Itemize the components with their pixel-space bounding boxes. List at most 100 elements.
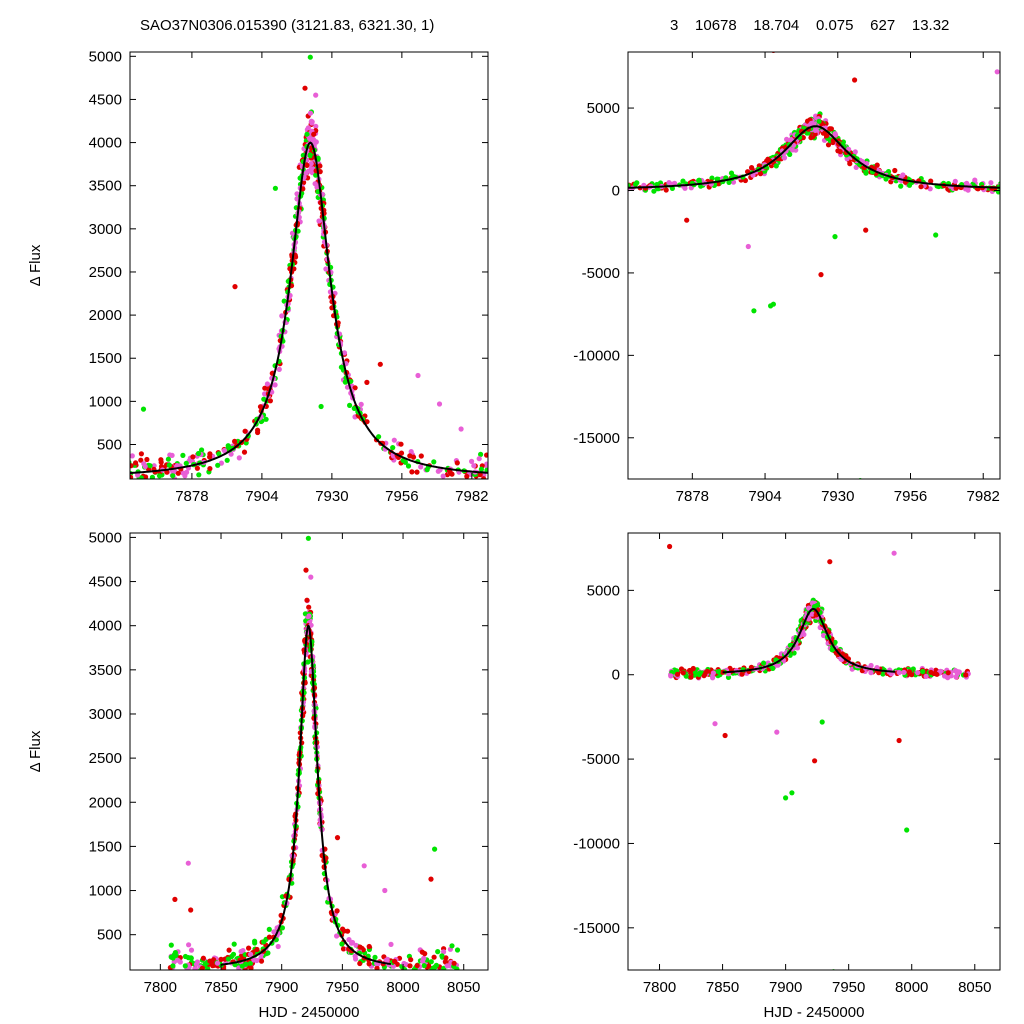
data-point (175, 470, 181, 476)
data-point (863, 170, 869, 176)
x-tick-label: 7982 (455, 488, 488, 505)
model-fit-curve (130, 141, 488, 474)
data-point (121, 474, 126, 479)
y-tick-label: 2000 (89, 794, 122, 811)
data-point (306, 604, 312, 610)
y-tick-label: 1000 (89, 393, 122, 410)
data-point (262, 385, 268, 391)
data-point (805, 130, 811, 136)
data-point (722, 732, 728, 739)
data-point (900, 172, 906, 178)
y-tick-label: 3500 (89, 178, 122, 195)
data-point (305, 535, 311, 541)
panel-top-right: 7878 7904 7930 7956 7982 -15000 -10000 -5000 0 50… (573, 51, 1016, 505)
y-tick-label: 1000 (89, 883, 122, 900)
data-point (812, 131, 818, 137)
data-point (357, 944, 363, 950)
data-point (816, 118, 822, 124)
data-point (667, 543, 673, 550)
data-point (123, 470, 128, 475)
data-point (891, 550, 897, 556)
data-point (1008, 188, 1013, 193)
data-point (266, 926, 272, 933)
data-point (115, 467, 120, 472)
data-point (477, 472, 483, 478)
x-tick-label: 8050 (447, 979, 480, 996)
data-point (825, 142, 832, 148)
x-tick-label: 7950 (326, 979, 359, 996)
data-point (390, 963, 396, 969)
data-point (433, 962, 439, 968)
data-point (953, 185, 959, 191)
data-point (478, 451, 484, 457)
data-point (712, 721, 718, 727)
y-tick-label: 3500 (89, 662, 122, 679)
data-point (119, 461, 124, 466)
data-point (156, 473, 163, 479)
data-point (334, 933, 340, 939)
data-point (906, 182, 913, 188)
data-point (199, 965, 205, 970)
data-point (726, 179, 732, 185)
data-point (945, 675, 951, 681)
data-point (494, 470, 499, 475)
data-point (196, 472, 202, 478)
data-point (832, 132, 839, 138)
data-point (272, 382, 278, 388)
data-point (311, 131, 317, 137)
data-point (236, 455, 242, 461)
x-axis-label: HJD - 2450000 (764, 1004, 865, 1021)
data-point (302, 85, 308, 91)
x-tick-label: 7982 (967, 488, 1000, 505)
data-point (684, 217, 690, 223)
data-point (205, 966, 211, 970)
data-point (188, 907, 194, 913)
data-point (853, 164, 859, 170)
data-point (182, 963, 188, 969)
data-point (428, 959, 434, 965)
data-point (414, 469, 420, 475)
data-point (623, 183, 628, 188)
data-point (988, 180, 994, 186)
data-point (313, 92, 319, 98)
y-tick-label: 1500 (89, 350, 122, 367)
data-points (115, 54, 504, 479)
data-point (418, 453, 424, 459)
data-point (422, 951, 428, 957)
data-point (130, 463, 134, 469)
data-point (275, 943, 281, 950)
data-point (352, 953, 358, 959)
y-tick-label: -15000 (573, 430, 620, 447)
data-point (690, 665, 696, 672)
data-point (384, 957, 390, 964)
data-point (340, 946, 347, 952)
data-point (451, 960, 457, 966)
y-tick-label: 5000 (587, 582, 620, 599)
x-tick-label: 7850 (706, 979, 739, 996)
data-point (122, 471, 127, 476)
data-point (188, 947, 195, 953)
data-point (372, 954, 378, 961)
data-points (167, 535, 461, 970)
y-tick-label: 5000 (89, 529, 122, 546)
data-point (317, 163, 323, 169)
data-point (906, 669, 913, 675)
data-point (1007, 185, 1012, 190)
plot-frame (627, 532, 1001, 971)
data-point (186, 942, 192, 948)
data-point (1011, 182, 1016, 187)
data-point (499, 468, 504, 473)
data-point (308, 161, 314, 167)
data-point (248, 965, 254, 970)
y-tick-label: 2500 (89, 264, 122, 281)
data-point (663, 187, 669, 193)
data-point (432, 846, 438, 852)
data-point (431, 459, 437, 465)
x-tick-label: 7800 (643, 979, 676, 996)
data-point (994, 69, 1000, 75)
data-point (1008, 188, 1013, 193)
data-point (918, 184, 924, 190)
y-tick-label: 0 (612, 182, 620, 199)
data-point (345, 928, 351, 934)
